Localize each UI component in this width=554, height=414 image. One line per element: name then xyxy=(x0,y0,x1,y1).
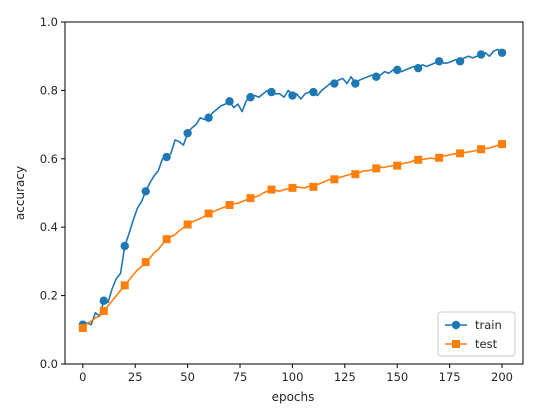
data-point-test xyxy=(204,209,213,218)
data-point-train xyxy=(497,48,507,57)
x-tick-label: 25 xyxy=(128,370,143,384)
data-point-train xyxy=(476,50,486,59)
y-tick-label: 0.6 xyxy=(40,152,58,166)
data-point-test xyxy=(225,200,234,209)
data-point-train xyxy=(413,63,423,73)
data-point-test xyxy=(435,153,444,162)
y-tick-label: 1.0 xyxy=(40,15,58,29)
data-point-train xyxy=(204,113,213,122)
x-tick-label: 0 xyxy=(79,370,86,384)
data-point-train xyxy=(351,79,360,88)
x-tick-label: 200 xyxy=(491,370,513,384)
data-point-test xyxy=(330,175,339,184)
data-point-train xyxy=(141,187,150,196)
data-point-train xyxy=(288,91,297,100)
data-point-test xyxy=(477,145,486,154)
data-point-test xyxy=(393,161,402,170)
data-point-test xyxy=(414,155,423,164)
legend-marker-test xyxy=(452,340,460,348)
data-point-train xyxy=(434,57,444,66)
x-tick-label: 150 xyxy=(386,370,408,384)
legend: train test xyxy=(437,311,516,357)
legend-label-test: test xyxy=(475,337,498,351)
data-point-train xyxy=(183,128,192,138)
y-tick-label: 0.8 xyxy=(40,83,58,97)
data-point-test xyxy=(309,182,318,191)
data-point-train xyxy=(455,57,465,66)
data-point-test xyxy=(372,164,381,173)
legend-marker-train xyxy=(451,320,461,330)
axes: 0 25 50 75 100 125 150 175 200 0.0 0.2 0.4 0.6 0.8 1.0 xyxy=(40,15,524,384)
data-point-test xyxy=(246,194,255,203)
data-point-train xyxy=(162,152,171,162)
y-axis-label: accuracy xyxy=(13,166,27,220)
data-point-train xyxy=(309,87,318,97)
data-point-test xyxy=(120,281,129,290)
data-point-test xyxy=(288,183,297,192)
data-point-test xyxy=(498,140,507,149)
data-point-test xyxy=(162,235,171,244)
data-point-train xyxy=(99,296,108,305)
data-point-test xyxy=(267,185,276,194)
data-point-train xyxy=(330,79,339,88)
x-tick-label: 50 xyxy=(180,370,195,384)
data-point-train xyxy=(225,97,234,106)
legend-label-train: train xyxy=(475,318,502,332)
x-axis-label: epochs xyxy=(272,390,315,404)
data-point-test xyxy=(351,170,360,179)
x-tick-label: 100 xyxy=(281,370,303,384)
data-point-train xyxy=(393,65,402,75)
data-point-test xyxy=(141,258,150,267)
data-point-test xyxy=(78,324,87,333)
y-tick-label: 0.0 xyxy=(40,357,58,371)
y-tick-label: 0.2 xyxy=(40,289,58,303)
axes-frame xyxy=(64,21,524,365)
x-tick-label: 75 xyxy=(233,370,248,384)
x-tick-label: 125 xyxy=(334,370,356,384)
data-point-train xyxy=(372,72,381,81)
data-point-train xyxy=(246,93,255,102)
data-point-test xyxy=(183,220,192,229)
data-point-train xyxy=(120,241,129,251)
data-point-train xyxy=(267,87,276,97)
data-point-test xyxy=(456,149,465,158)
data-point-test xyxy=(99,306,108,315)
x-tick-label: 175 xyxy=(439,370,461,384)
plot-area xyxy=(78,48,507,333)
y-tick-label: 0.4 xyxy=(40,220,58,234)
